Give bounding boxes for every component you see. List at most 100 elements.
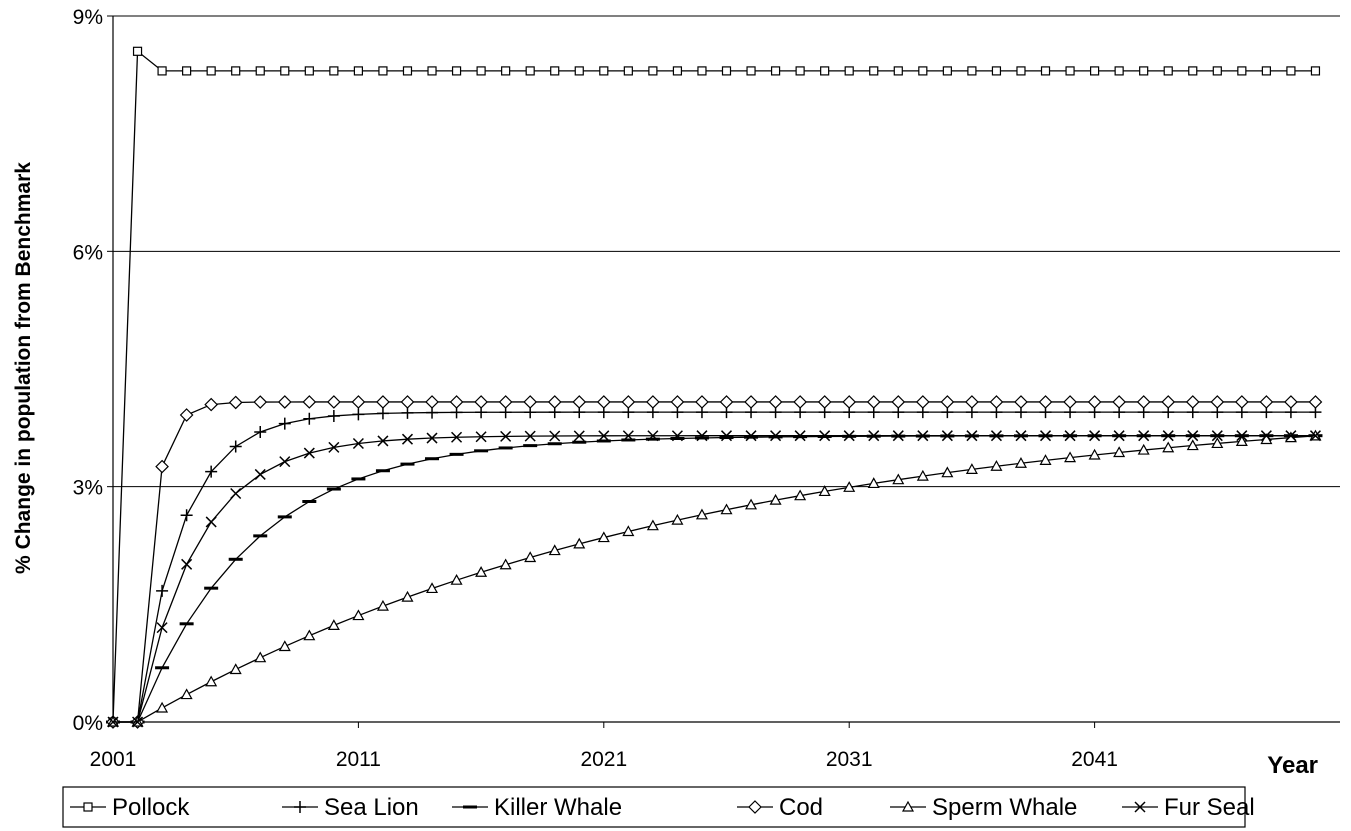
data-point	[327, 409, 340, 422]
data-point	[622, 430, 634, 442]
data-point	[596, 395, 611, 409]
legend-item: Cod	[737, 794, 823, 821]
data-point	[646, 519, 659, 531]
x-axis-label: Year	[1267, 752, 1318, 779]
data-point	[427, 66, 437, 76]
data-point	[1286, 66, 1296, 76]
data-point	[1113, 430, 1125, 442]
gridlines	[113, 15, 1340, 488]
x-tick-label: 2021	[580, 748, 627, 771]
data-point	[892, 430, 904, 442]
data-point	[1309, 430, 1321, 442]
data-point	[1162, 430, 1174, 442]
data-point	[1187, 430, 1199, 442]
data-point	[351, 395, 366, 409]
data-point	[1063, 395, 1077, 409]
data-point	[180, 509, 193, 522]
data-point	[768, 395, 783, 409]
data-point	[989, 395, 1004, 409]
data-point	[1015, 430, 1027, 442]
data-point	[965, 395, 979, 409]
data-point	[302, 395, 317, 409]
legend-label: Cod	[779, 794, 823, 821]
data-point	[769, 493, 782, 505]
data-point	[279, 456, 291, 468]
data-point	[327, 395, 341, 409]
data-point	[254, 651, 267, 663]
data-point	[501, 66, 511, 76]
data-point	[1089, 430, 1101, 442]
data-point	[475, 566, 488, 577]
data-point	[671, 513, 684, 525]
data-point	[155, 459, 169, 474]
series-line	[113, 435, 1316, 723]
data-point	[941, 430, 953, 442]
data-point	[231, 66, 241, 76]
data-point	[696, 430, 708, 442]
data-point	[451, 431, 463, 443]
data-point	[1163, 66, 1173, 76]
data-point	[573, 430, 585, 442]
data-point	[1016, 66, 1026, 76]
series-sperm-whale	[106, 429, 1322, 727]
data-point	[1064, 451, 1077, 463]
data-point	[720, 430, 733, 442]
legend-label: Fur Seal	[1164, 794, 1255, 821]
data-point	[352, 609, 365, 621]
data-point	[401, 590, 414, 602]
data-point	[303, 412, 316, 425]
data-point	[525, 66, 535, 76]
y-tick-label: 3%	[73, 477, 103, 500]
data-point	[1162, 441, 1175, 453]
data-point	[867, 477, 880, 489]
data-point	[795, 66, 805, 76]
legend-label: Sperm Whale	[932, 794, 1077, 821]
data-point	[253, 395, 268, 409]
data-point	[697, 66, 707, 76]
data-point	[228, 395, 243, 410]
data-point	[156, 584, 169, 597]
data-point	[1039, 430, 1052, 442]
data-point	[376, 599, 389, 611]
data-point	[1112, 395, 1126, 409]
data-point	[204, 397, 219, 412]
data-point	[647, 430, 659, 442]
data-point	[891, 395, 906, 409]
data-point	[524, 551, 537, 563]
data-point	[866, 395, 881, 409]
data-point	[623, 66, 633, 76]
data-point	[842, 395, 857, 409]
data-point	[1310, 66, 1321, 76]
data-point	[917, 430, 929, 442]
series-killer-whale	[106, 434, 1323, 724]
series-fur-seal	[107, 430, 1321, 728]
data-point	[1212, 66, 1222, 76]
x-tick-label: 2001	[90, 748, 137, 771]
data-point	[1014, 457, 1027, 468]
data-point	[1138, 430, 1150, 442]
data-point	[401, 433, 414, 445]
data-point	[648, 66, 658, 76]
data-point	[352, 437, 364, 450]
data-point	[770, 430, 782, 442]
data-point	[868, 430, 880, 442]
data-point	[820, 66, 830, 76]
series-line	[113, 401, 1316, 723]
data-point	[598, 430, 610, 442]
data-point	[280, 66, 290, 76]
data-point	[1114, 66, 1124, 76]
data-point	[1186, 439, 1199, 451]
data-point	[901, 800, 915, 812]
series-lines	[106, 46, 1323, 729]
data-point	[991, 66, 1002, 76]
data-point	[1261, 66, 1271, 76]
data-point	[1284, 431, 1297, 443]
data-point	[597, 531, 610, 543]
data-point	[721, 66, 732, 76]
data-point	[572, 395, 587, 409]
data-point	[1260, 430, 1272, 442]
data-point	[475, 431, 487, 443]
data-point	[745, 430, 757, 442]
data-point	[818, 485, 831, 497]
data-point	[1284, 395, 1298, 409]
